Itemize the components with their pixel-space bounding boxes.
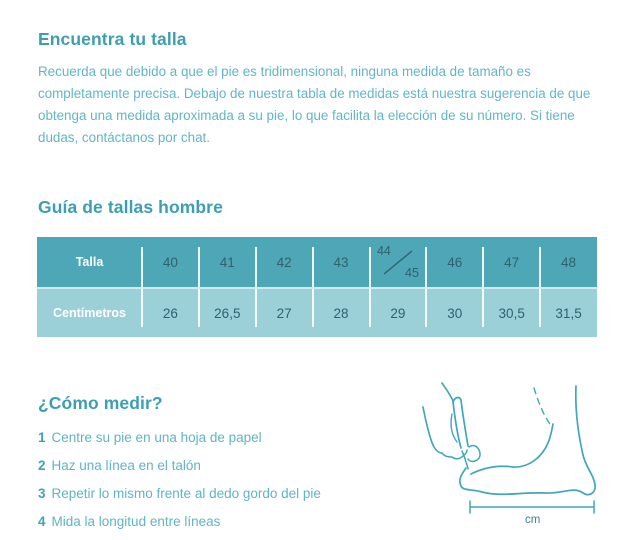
size-guide-title: Guía de tallas hombre [38,197,223,217]
cm-cell: 30,5 [482,289,540,337]
cm-cell: 26,5 [197,289,256,337]
size-table-cm-row: Centímetros 26 26,5 27 28 29 30 30,5 31,… [37,287,597,337]
list-item: 2 Haz una línea en el talón [38,451,321,479]
foot-outline [458,385,596,496]
grip-knuckles [467,444,481,463]
wrist-top-line [441,382,454,402]
cm-cell: 31,5 [539,289,597,337]
shin-line [533,387,553,428]
slash-icon [383,250,413,275]
fingers-line [432,444,468,460]
size-cell-split: 44 45 [368,237,427,287]
measure-steps-list: 1 Centre su pie en una hoja de papel 2 H… [38,423,321,535]
step-text: Haz una línea en el talón [51,457,201,473]
cm-cell: 29 [368,289,427,337]
size-cell: 43 [311,237,370,287]
step-number: 3 [38,485,46,501]
dimension-line [469,500,595,514]
list-item: 1 Centre su pie en una hoja de papel [38,423,321,451]
size-cell: 41 [197,237,256,287]
how-to-measure-title: ¿Cómo medir? [38,393,163,413]
step-text: Mida la longitud entre líneas [51,513,221,529]
cm-cell: 27 [254,289,313,337]
foot-measure-illustration: cm [422,382,596,526]
table-row-label: Talla [75,255,104,269]
cm-cell: 26 [141,289,199,337]
list-item: 4 Mida la longitud entre líneas [38,507,321,535]
wrist-left-line [422,406,434,446]
intro-paragraph: Recuerda que debido a que el pie es trid… [38,64,591,145]
size-cell: 40 [141,237,199,287]
split-size-bottom: 45 [405,266,419,280]
list-item: 3 Repetir lo mismo frente al dedo gordo … [38,479,321,507]
cm-label: cm [525,514,540,526]
cm-cell: 28 [311,289,370,337]
size-cell: 47 [482,237,540,287]
instep-line [470,423,554,475]
step-text: Repetir lo mismo frente al dedo gordo de… [51,485,321,501]
pencil-right-edge [452,396,469,447]
size-table-header-row: Talla 40 41 42 43 44 45 46 47 48 [37,237,597,287]
table-row-label: Centímetros [53,306,126,320]
step-number: 1 [38,429,46,445]
step-number: 4 [38,513,46,529]
size-cell: 48 [539,237,597,287]
split-size-top: 44 [376,244,391,258]
thumb-line [450,413,458,443]
page-title: Encuentra tu talla [38,29,187,49]
size-table: Talla 40 41 42 43 44 45 46 47 48 Centíme… [37,237,597,337]
cm-cell: 30 [425,289,483,337]
size-cell: 42 [254,237,313,287]
pencil-left-edge [452,401,462,449]
step-number: 2 [38,457,46,473]
pencil-tip [461,450,469,470]
size-cell: 46 [425,237,483,287]
step-text: Centre su pie en una hoja de papel [51,429,262,445]
